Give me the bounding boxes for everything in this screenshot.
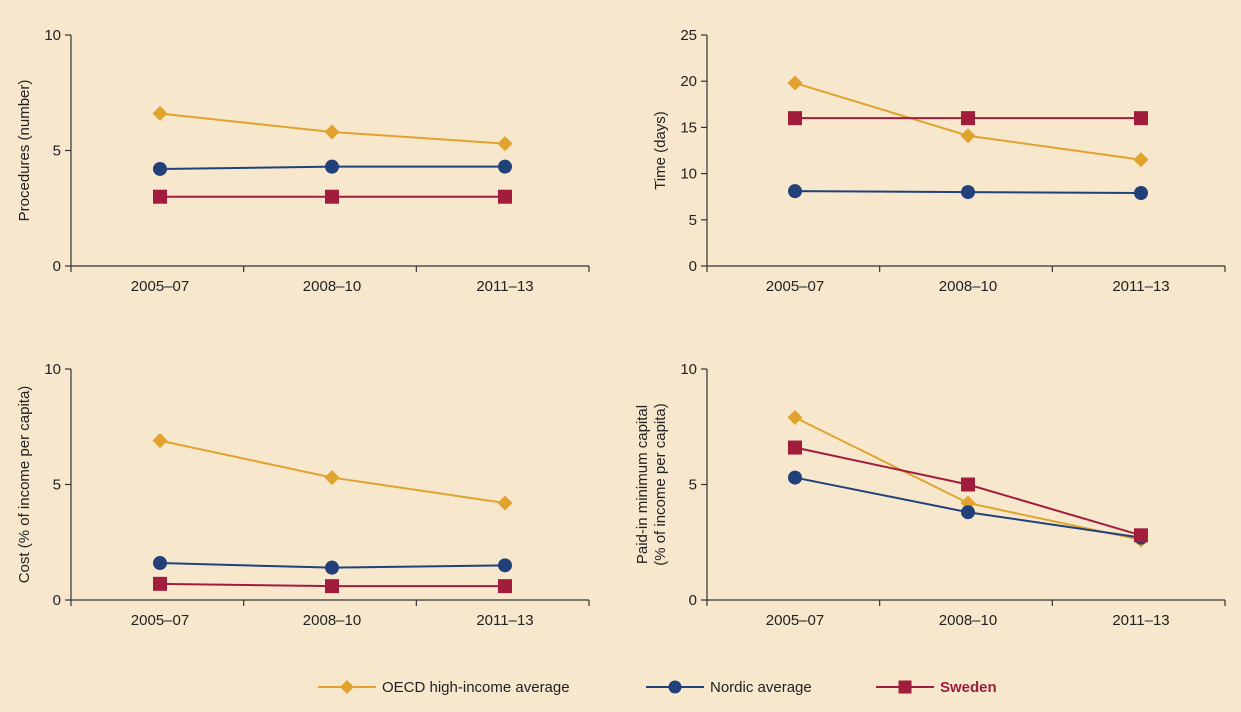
data-point-sweden	[153, 189, 167, 204]
y-tick-label: 0	[689, 258, 697, 275]
legend-item-sweden: Sweden	[876, 676, 997, 698]
legend-item-oecd: OECD high-income average	[318, 676, 570, 698]
y-tick-label: 0	[689, 592, 697, 609]
data-point-nordic	[325, 560, 339, 575]
x-tick-label: 2008–10	[939, 612, 997, 629]
data-point-oecd	[497, 136, 513, 152]
y-tick-label: 0	[53, 258, 61, 275]
data-point-nordic	[788, 470, 802, 485]
x-tick-label: 2011–13	[1112, 612, 1169, 629]
data-point-sweden	[788, 440, 802, 455]
data-point-oecd	[152, 106, 168, 122]
data-point-oecd	[152, 433, 168, 449]
data-point-oecd	[1133, 152, 1149, 168]
y-axis-label: (% of income per capita)	[652, 403, 669, 566]
x-tick-label: 2011–13	[476, 612, 533, 629]
x-tick-label: 2005–07	[766, 612, 824, 629]
data-point-sweden	[153, 576, 167, 591]
y-tick-label: 5	[53, 477, 61, 494]
x-tick-label: 2005–07	[131, 612, 189, 629]
legend-swatch-nordic	[646, 680, 704, 694]
data-point-nordic	[153, 556, 167, 571]
circle-marker-icon	[668, 680, 682, 694]
data-point-sweden	[1134, 111, 1148, 126]
data-point-nordic	[498, 558, 512, 573]
data-point-nordic	[788, 184, 802, 199]
y-tick-label: 5	[689, 477, 697, 494]
data-point-sweden	[961, 477, 975, 492]
square-marker-icon	[898, 680, 912, 694]
data-point-oecd	[324, 124, 340, 140]
x-tick-label: 2011–13	[1112, 278, 1169, 295]
y-tick-label: 10	[680, 361, 697, 378]
data-point-sweden	[498, 189, 512, 204]
data-point-oecd	[787, 75, 803, 91]
data-point-nordic	[961, 505, 975, 520]
data-point-nordic	[325, 159, 339, 174]
y-tick-label: 25	[680, 27, 697, 44]
legend-label-oecd: OECD high-income average	[382, 678, 570, 696]
data-point-nordic	[498, 159, 512, 174]
x-tick-label: 2008–10	[303, 278, 361, 295]
x-tick-label: 2011–13	[476, 278, 533, 295]
legend-label-sweden: Sweden	[940, 678, 997, 696]
chart-panel-3: 0 5 10 2005–07 2008–10 2011–13 Cost (% of inco…	[16, 361, 590, 629]
data-point-nordic	[153, 161, 167, 176]
data-point-sweden	[1134, 528, 1148, 543]
data-point-sweden	[325, 189, 339, 204]
charts-canvas: 0 5 10 2005–07 2008–10 2011–13 Procedures (num…	[16, 27, 1226, 629]
data-point-sweden	[498, 579, 512, 594]
legend-swatch-sweden	[876, 680, 934, 694]
data-point-sweden	[961, 111, 975, 126]
y-tick-label: 10	[44, 361, 61, 378]
y-axis-label: Time (days)	[652, 111, 669, 190]
chart-panel-4: 0 5 10 2005–07 2008–10 2011–13 Paid-in minimum…	[634, 361, 1226, 629]
data-point-sweden	[325, 579, 339, 594]
legend-item-nordic: Nordic average	[646, 676, 812, 698]
chart-panel-2: 0 5 10 15 20 25 2005–07 2008–10 2011–13 Time (day…	[652, 27, 1226, 295]
y-tick-label: 5	[53, 143, 61, 160]
data-point-oecd	[787, 410, 803, 426]
chart-panel-1: 0 5 10 2005–07 2008–10 2011–13 Procedures (num…	[16, 27, 590, 295]
y-axis-label: Procedures (number)	[16, 80, 33, 222]
x-tick-label: 2005–07	[131, 278, 189, 295]
x-tick-label: 2008–10	[939, 278, 997, 295]
legend-label-nordic: Nordic average	[710, 678, 812, 696]
y-tick-label: 20	[680, 73, 697, 90]
x-tick-label: 2008–10	[303, 612, 361, 629]
x-tick-label: 2005–07	[766, 278, 824, 295]
y-tick-label: 10	[44, 27, 61, 44]
data-point-nordic	[961, 185, 975, 200]
data-point-oecd	[324, 470, 340, 486]
data-point-oecd	[497, 495, 513, 511]
y-tick-label: 15	[680, 119, 697, 136]
y-tick-label: 5	[689, 212, 697, 229]
y-axis-label: Cost (% of income per capita)	[16, 386, 33, 584]
data-point-nordic	[1134, 186, 1148, 201]
data-point-sweden	[788, 111, 802, 126]
y-tick-label: 0	[53, 592, 61, 609]
legend-swatch-oecd	[318, 680, 376, 694]
diamond-marker-icon	[340, 680, 354, 694]
data-point-oecd	[960, 128, 976, 144]
y-axis-label: Paid-in minimum capital	[634, 405, 651, 564]
y-tick-label: 10	[680, 166, 697, 183]
legend: OECD high-income average Nordic average …	[0, 672, 1241, 702]
